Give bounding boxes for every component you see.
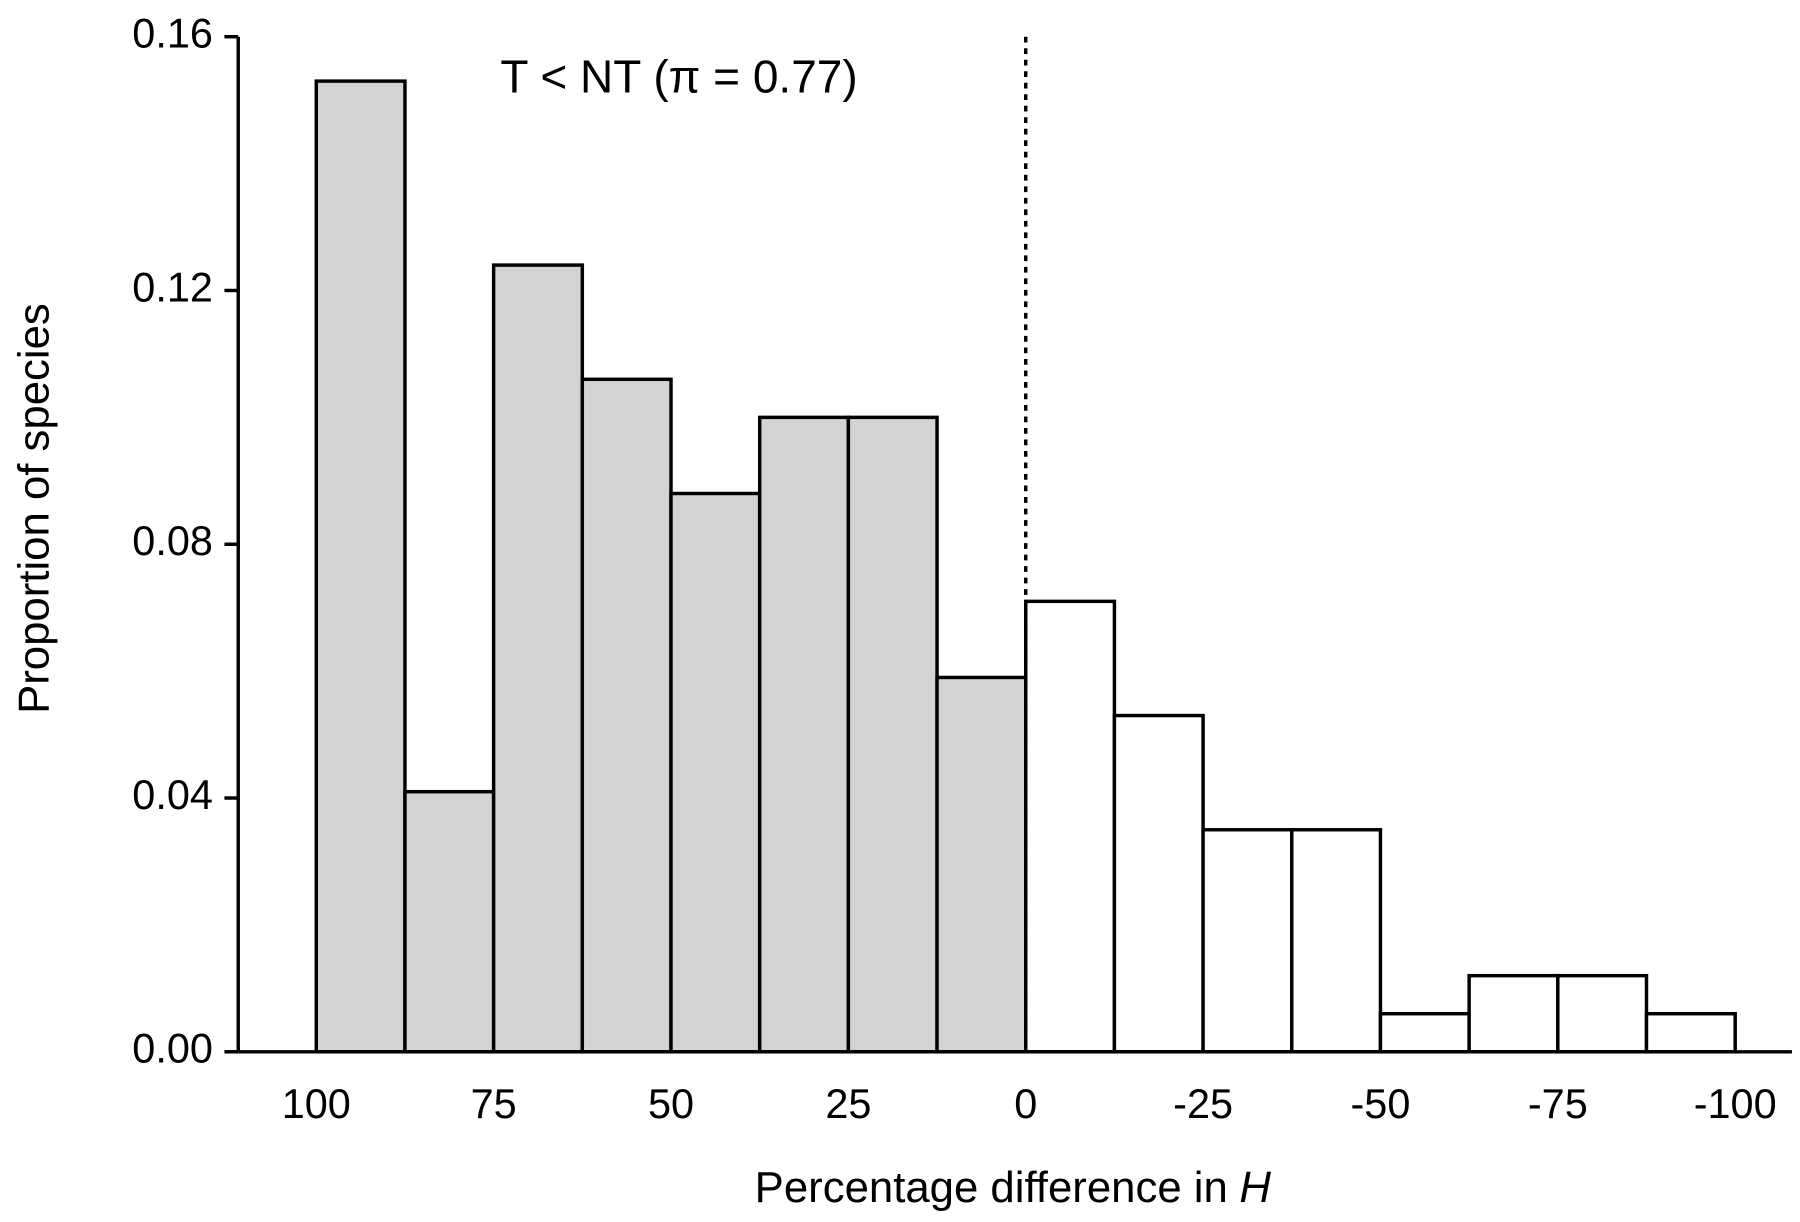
bar: [935, 675, 1028, 1054]
bar: [1290, 828, 1383, 1054]
bar: [669, 491, 762, 1054]
bar: [580, 377, 673, 1054]
x-tick-label: 50: [648, 1080, 694, 1127]
bar: [491, 263, 585, 1054]
y-tick-label: 0.16: [132, 10, 213, 57]
x-tick-label: -100: [1694, 1080, 1777, 1127]
bar: [403, 789, 496, 1054]
x-tick-label: -50: [1351, 1080, 1411, 1127]
x-tick-label: 25: [825, 1080, 871, 1127]
x-axis-label-variable: H: [1239, 1162, 1271, 1211]
y-tick-label: 0.08: [132, 517, 213, 564]
bar: [1556, 973, 1649, 1054]
x-axis-label-text: Percentage difference in: [755, 1162, 1228, 1211]
x-tick-label: 0: [1014, 1080, 1037, 1127]
x-tick-label: 100: [282, 1080, 351, 1127]
y-tick-label: 0.12: [132, 263, 213, 310]
bar: [1644, 1012, 1737, 1054]
bar: [1201, 828, 1294, 1054]
x-tick-label: -25: [1173, 1080, 1233, 1127]
y-tick-label: 0.00: [132, 1025, 213, 1072]
bar: [757, 415, 851, 1054]
x-tick-label: -75: [1528, 1080, 1588, 1127]
bar: [1378, 1012, 1471, 1054]
x-axis-label: Percentage difference in H: [755, 1162, 1272, 1211]
y-tick-label: 0.04: [132, 771, 213, 818]
bar: [1467, 973, 1560, 1054]
bar: [314, 79, 407, 1054]
annotation: T < NT (π = 0.77): [500, 51, 857, 103]
y-axis-label: Proportion of species: [9, 303, 58, 714]
bar: [846, 415, 939, 1054]
bar: [1024, 599, 1117, 1054]
x-tick-label: 75: [471, 1080, 517, 1127]
bar: [1112, 713, 1205, 1054]
